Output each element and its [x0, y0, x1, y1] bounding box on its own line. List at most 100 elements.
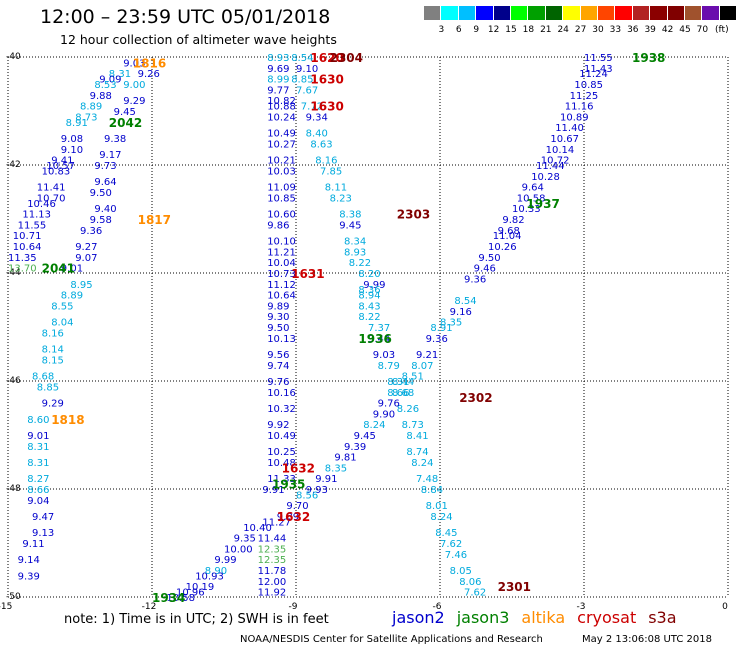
swh-value: 10.19 — [186, 582, 215, 593]
pass-time-label: 1936 — [358, 332, 391, 346]
y-tick-label: -42 — [6, 160, 21, 170]
swh-value: 9.36 — [80, 226, 102, 237]
swh-value: 8.24 — [363, 420, 385, 431]
swh-value: 10.83 — [42, 166, 71, 177]
x-tick-label: -9 — [289, 602, 298, 612]
swh-value: 8.35 — [440, 318, 462, 329]
legend-item-cryosat: cryosat — [577, 608, 637, 627]
swh-value: 11.16 — [565, 102, 594, 113]
x-tick-label: -12 — [142, 602, 157, 612]
swh-value: 10.03 — [267, 166, 296, 177]
swh-value: 11.44 — [258, 534, 287, 545]
page-title: 12:00 – 23:59 UTC 05/01/2018 — [40, 6, 331, 28]
swh-value: 13.70 — [8, 264, 37, 275]
swh-value: 9.92 — [267, 420, 289, 431]
swh-value: 8.85 — [291, 75, 313, 86]
color-scale-label: 18 — [522, 25, 535, 35]
swh-value: 10.27 — [267, 139, 296, 150]
swh-value: 10.72 — [541, 156, 570, 167]
swh-value: 9.50 — [90, 188, 112, 199]
swh-value: 8.89 — [61, 291, 83, 302]
pass-time-label: 1938 — [632, 51, 665, 65]
swh-value: 10.71 — [13, 231, 42, 242]
swh-value: 11.78 — [258, 566, 287, 577]
swh-value: 8.07 — [411, 361, 433, 372]
swh-value: 10.58 — [517, 193, 546, 204]
swh-value: 11.55 — [18, 220, 47, 231]
swh-value: 9.16 — [450, 307, 472, 318]
swh-value: 11.13 — [22, 210, 51, 221]
swh-value: 9.29 — [42, 399, 64, 410]
color-scale-label: 30 — [592, 25, 604, 35]
pass-time-label: 2302 — [459, 391, 492, 405]
swh-value: 8.73 — [402, 420, 424, 431]
swh-value: 7.62 — [464, 588, 486, 599]
swh-value: 8.31 — [109, 69, 131, 80]
swh-value: 9.45 — [354, 431, 376, 442]
swh-value: 8.22 — [358, 312, 380, 323]
color-scale-label: 45 — [679, 25, 691, 35]
footnote: note: 1) Time is in UTC; 2) SWH is in fe… — [64, 612, 329, 627]
swh-value: 8.40 — [306, 129, 328, 140]
swh-value: 8.38 — [339, 210, 361, 221]
swh-value: 10.93 — [195, 571, 224, 582]
swh-value: 9.47 — [32, 512, 54, 523]
swh-value: 9.40 — [94, 204, 116, 215]
color-scale-label: 9 — [473, 25, 480, 35]
swh-value: 9.68 — [498, 226, 520, 237]
color-swatch — [598, 6, 616, 20]
swh-value: 8.45 — [435, 528, 457, 539]
swh-value: 7.67 — [296, 85, 318, 96]
swh-value: 9.35 — [234, 534, 256, 545]
swh-value: 10.49 — [267, 431, 296, 442]
pass-time-label: 2042 — [109, 116, 142, 130]
swh-value: 8.93 — [267, 53, 289, 64]
swh-value: 11.33 — [267, 474, 296, 485]
swh-value: 9.09 — [99, 75, 121, 86]
swh-value: 8.01 — [426, 501, 448, 512]
swh-value: 10.21 — [267, 156, 296, 167]
pass-time-label: 1937 — [526, 197, 559, 211]
swh-value: 9.01 — [61, 264, 83, 275]
swh-value: 11.43 — [584, 64, 613, 75]
swh-value: 8.06 — [459, 577, 481, 588]
legend-item-jason3: jason3 — [456, 608, 510, 627]
swh-value: 8.73 — [75, 112, 97, 123]
color-swatch — [545, 6, 564, 20]
pass-time-label: 1816 — [133, 56, 166, 70]
pass-time-label: 1817 — [138, 213, 171, 227]
swh-value: 8.16 — [42, 328, 64, 339]
swh-value: 10.58 — [166, 593, 195, 604]
color-scale-label: 12 — [487, 25, 500, 35]
swh-value: 12.35 — [258, 555, 287, 566]
swh-value: 10.48 — [267, 458, 296, 469]
swh-value: 7.46 — [445, 550, 467, 561]
swh-value: 9.76 — [267, 377, 289, 388]
swh-value: 8.31 — [387, 377, 409, 388]
swh-value: 9.86 — [267, 220, 289, 231]
color-scale-label: 6 — [455, 25, 462, 35]
swh-value: 8.60 — [27, 415, 49, 426]
pass-time-label: 2304 — [330, 51, 363, 65]
swh-value: 8.31 — [27, 458, 49, 469]
swh-value: 12.35 — [258, 544, 287, 555]
swh-value: 9.07 — [75, 253, 97, 264]
swh-value: 10.33 — [512, 204, 541, 215]
swh-value: 9.34 — [306, 112, 328, 123]
swh-value: 8.66 — [387, 388, 409, 399]
swh-value: 10.64 — [13, 242, 42, 253]
pass-time-label: 1620 — [310, 51, 343, 65]
swh-value: 8.15 — [42, 355, 64, 366]
color-scale-label: 3 — [438, 25, 445, 35]
chart-axes: -15 -12 -9 -6 -3 0 -40 -42 -44 -46 -48 -50 — [0, 52, 728, 612]
swh-value: 10.49 — [267, 129, 296, 140]
swh-value: 9.89 — [267, 301, 289, 312]
color-scale-label: 21 — [540, 25, 552, 35]
swh-value: 9.82 — [502, 215, 524, 226]
swh-value: 8.90 — [205, 566, 227, 577]
swh-value: 8.89 — [80, 102, 102, 113]
color-swatch — [563, 6, 581, 20]
swh-value: 8.14 — [42, 345, 64, 356]
swh-value: 10.16 — [267, 388, 296, 399]
